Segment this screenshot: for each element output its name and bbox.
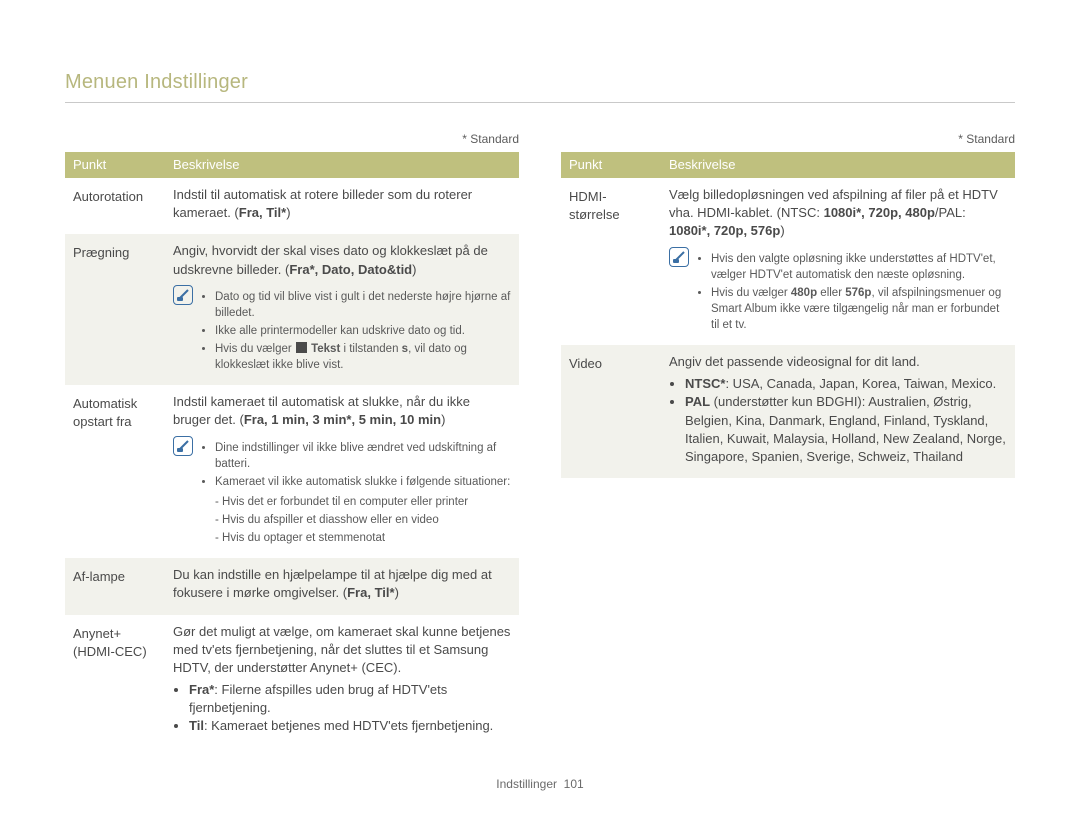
title-rule	[65, 102, 1015, 103]
footer-label: Indstillinger	[496, 777, 557, 791]
table-row: Video Angiv det passende videosignal for…	[561, 345, 1015, 478]
table-row: Anynet+ (HDMI-CEC) Gør det muligt at væl…	[65, 615, 519, 748]
standard-note: * Standard	[65, 131, 519, 148]
bullet-bold: Til	[189, 718, 204, 733]
bullet-bold: PAL	[685, 394, 710, 409]
desc-opts: 1080i*, 720p, 480p	[824, 205, 935, 220]
desc-tail: )	[395, 585, 399, 600]
note-content: Hvis den valgte opløsning ikke understøt…	[697, 247, 1007, 337]
th-beskrivelse: Beskrivelse	[661, 152, 1015, 178]
note-item: Kameraet vil ikke automatisk slukke i fø…	[215, 474, 511, 546]
table-row: Af-lampe Du kan indstille en hjælpelampe…	[65, 558, 519, 614]
desc-opts: Fra*, Dato, Dato&tid	[289, 262, 412, 277]
desc-tail: )	[412, 262, 416, 277]
bullet-item: PAL (understøtter kun BDGHI): Australien…	[685, 393, 1007, 466]
punkt-cell: HDMI-størrelse	[561, 178, 661, 345]
note-content: Dine indstillinger vil ikke blive ændret…	[201, 436, 511, 551]
desc-opts: Fra, Til*	[347, 585, 394, 600]
desc-cell: Du kan indstille en hjælpelampe til at h…	[165, 558, 519, 614]
punkt-cell: Prægning	[65, 234, 165, 385]
note-subitem: Hvis du afspiller et diasshow eller en v…	[215, 512, 511, 528]
table-row: Automatisk opstart fra Indstil kameraet …	[65, 385, 519, 558]
note-subitem: Hvis du optager et stemmenotat	[215, 530, 511, 546]
desc-cell: Indstil kameraet til automatisk at slukk…	[165, 385, 519, 558]
page-footer: Indstillinger 101	[0, 776, 1080, 793]
punkt-cell: Autorotation	[65, 178, 165, 234]
note-icon	[669, 247, 689, 267]
bullet-item: Fra*: Filerne afspilles uden brug af HDT…	[189, 681, 511, 717]
table-row: Autorotation Indstil til automatisk at r…	[65, 178, 519, 234]
bullet-text: : Kameraet betjenes med HDTV'ets fjernbe…	[204, 718, 493, 733]
note-icon	[173, 436, 193, 456]
desc-cell: Gør det muligt at vælge, om kameraet ska…	[165, 615, 519, 748]
punkt-cell: Video	[561, 345, 661, 478]
note-block: Hvis den valgte opløsning ikke understøt…	[669, 247, 1007, 337]
desc-tail: )	[286, 205, 290, 220]
settings-table-right: Punkt Beskrivelse HDMI-størrelse Vælg bi…	[561, 152, 1015, 478]
page-title: Menuen Indstillinger	[65, 68, 1015, 96]
bullet-item: NTSC*: USA, Canada, Japan, Korea, Taiwan…	[685, 375, 1007, 393]
desc-cell: Vælg billedopløsningen ved afspilning af…	[661, 178, 1015, 345]
note-subitem: Hvis det er forbundet til en computer el…	[215, 494, 511, 510]
content-columns: * Standard Punkt Beskrivelse Autorotatio…	[65, 131, 1015, 748]
th-beskrivelse: Beskrivelse	[165, 152, 519, 178]
standard-note: * Standard	[561, 131, 1015, 148]
bullet-item: Til: Kameraet betjenes med HDTV'ets fjer…	[189, 717, 511, 735]
note-icon	[173, 285, 193, 305]
note-item: Hvis den valgte opløsning ikke understøt…	[711, 251, 1007, 283]
bullet-text: : Filerne afspilles uden brug af HDTV'et…	[189, 682, 447, 715]
bullet-text: : USA, Canada, Japan, Korea, Taiwan, Mex…	[725, 376, 996, 391]
punkt-cell: Af-lampe	[65, 558, 165, 614]
desc-text: Gør det muligt at vælge, om kameraet ska…	[173, 623, 511, 678]
desc-text: Indstil til automatisk at rotere billede…	[173, 187, 472, 220]
desc-text: Angiv det passende videosignal for dit l…	[669, 353, 1007, 371]
note-block: Dine indstillinger vil ikke blive ændret…	[173, 436, 511, 551]
desc-text: /PAL:	[935, 205, 966, 220]
th-punkt: Punkt	[65, 152, 165, 178]
settings-table-left: Punkt Beskrivelse Autorotation Indstil t…	[65, 152, 519, 748]
table-row: HDMI-størrelse Vælg billedopløsningen ve…	[561, 178, 1015, 345]
note-item: Ikke alle printermodeller kan udskrive d…	[215, 323, 511, 339]
text-mode-icon	[296, 342, 307, 353]
bullet-bold: Fra*	[189, 682, 214, 697]
note-item-text: Kameraet vil ikke automatisk slukke i fø…	[215, 476, 510, 488]
desc-cell: Indstil til automatisk at rotere billede…	[165, 178, 519, 234]
note-item: Dine indstillinger vil ikke blive ændret…	[215, 440, 511, 472]
desc-text: Du kan indstille en hjælpelampe til at h…	[173, 567, 492, 600]
desc-opts: Fra, Til*	[239, 205, 286, 220]
desc-cell: Angiv, hvorvidt der skal vises dato og k…	[165, 234, 519, 385]
desc-opts: 1080i*, 720p, 576p	[669, 223, 780, 238]
desc-cell: Angiv det passende videosignal for dit l…	[661, 345, 1015, 478]
note-block: Dato og tid vil blive vist i gult i det …	[173, 285, 511, 377]
note-item: Dato og tid vil blive vist i gult i det …	[215, 289, 511, 321]
left-column: * Standard Punkt Beskrivelse Autorotatio…	[65, 131, 519, 748]
note-item: Hvis du vælger 480p eller 576p, vil afsp…	[711, 285, 1007, 333]
table-row: Prægning Angiv, hvorvidt der skal vises …	[65, 234, 519, 385]
note-item: Hvis du vælger Tekst i tilstanden s, vil…	[215, 341, 511, 373]
desc-tail: )	[441, 412, 445, 427]
bullet-bold: NTSC*	[685, 376, 725, 391]
desc-tail: )	[780, 223, 784, 238]
punkt-cell: Anynet+ (HDMI-CEC)	[65, 615, 165, 748]
bullet-text: (understøtter kun BDGHI): Australien, Øs…	[685, 394, 1006, 464]
note-content: Dato og tid vil blive vist i gult i det …	[201, 285, 511, 377]
punkt-cell: Automatisk opstart fra	[65, 385, 165, 558]
desc-opts: Fra, 1 min, 3 min*, 5 min, 10 min	[244, 412, 441, 427]
th-punkt: Punkt	[561, 152, 661, 178]
right-column: * Standard Punkt Beskrivelse HDMI-større…	[561, 131, 1015, 748]
footer-page-number: 101	[564, 777, 584, 791]
